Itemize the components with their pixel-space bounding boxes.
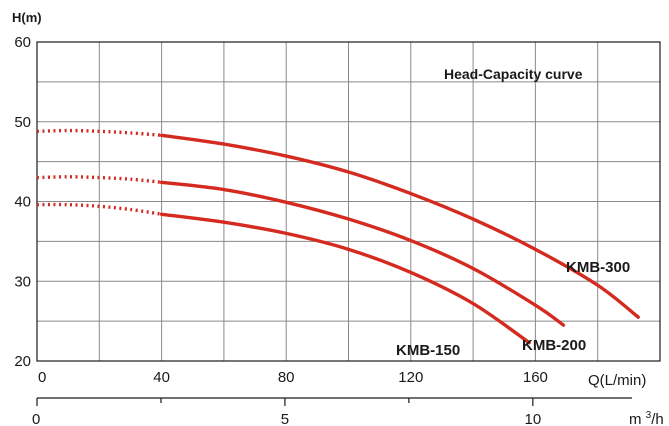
secondary-unit-superscript: 3	[646, 410, 652, 421]
curve-kmb-300	[159, 133, 640, 319]
curve-kmb-200-dotted	[36, 175, 162, 185]
curve-kmb-150	[159, 212, 531, 345]
y-tick-label: 40	[14, 194, 31, 211]
x-tick-labels: 0 40 80 120 160	[38, 369, 548, 386]
curve-kmb-300-dotted	[36, 128, 162, 138]
x-tick-label: 80	[278, 369, 295, 386]
curve-kmb-200	[159, 180, 566, 327]
secondary-tick-label: 0	[32, 411, 40, 426]
chart-title: Head-Capacity curve	[444, 66, 583, 82]
y-tick-label: 20	[14, 353, 31, 370]
y-tick-label: 60	[14, 34, 31, 51]
secondary-unit-rest: /h	[651, 411, 664, 426]
secondary-unit-base: m	[629, 411, 642, 426]
x-tick-label: 0	[38, 369, 46, 386]
grid	[37, 42, 660, 361]
series-label-kmb-150: KMB-150	[396, 342, 460, 359]
y-tick-labels: 20 30 40 50 60	[14, 34, 31, 370]
secondary-x-axis-label: m 3/h	[629, 410, 664, 426]
secondary-tick-label: 10	[524, 411, 541, 426]
plot-frame	[36, 41, 661, 362]
y-tick-label: 30	[14, 273, 31, 290]
secondary-tick-label: 5	[281, 411, 289, 426]
series-labels: KMB-300 KMB-200 KMB-150	[396, 259, 630, 359]
x-axis-label: Q(L/min)	[588, 372, 646, 389]
x-tick-label: 120	[398, 369, 423, 386]
series-label-kmb-200: KMB-200	[522, 337, 586, 354]
y-tick-label: 50	[14, 114, 31, 131]
x-tick-label: 160	[523, 369, 548, 386]
series-label-kmb-300: KMB-300	[566, 259, 630, 276]
y-axis-label: H(m)	[12, 10, 42, 25]
curves	[36, 128, 640, 345]
x-tick-label: 40	[153, 369, 170, 386]
secondary-x-axis: 0 5 10	[32, 397, 632, 426]
curve-kmb-150-dotted	[36, 202, 162, 216]
